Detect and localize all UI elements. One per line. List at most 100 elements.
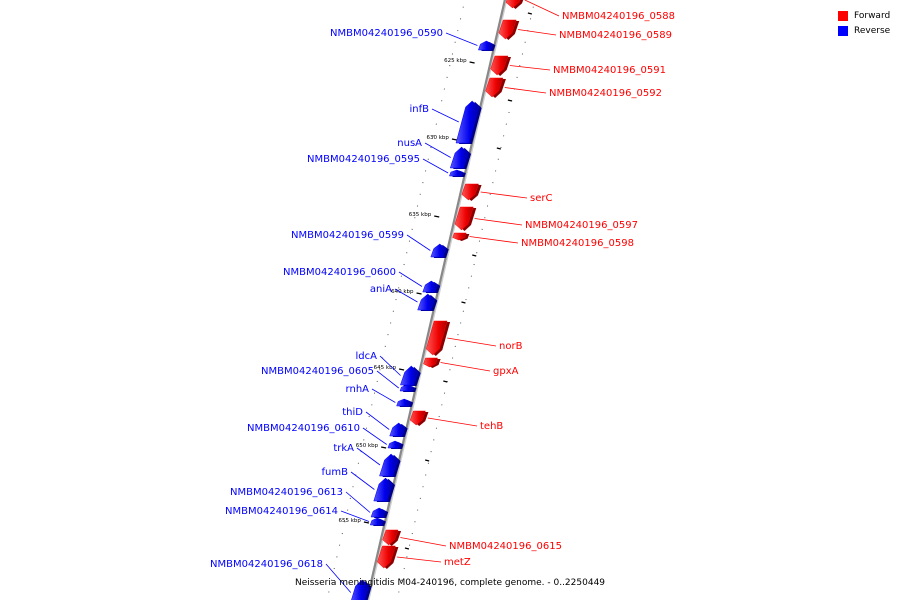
- gene-feature-gpxa[interactable]: [423, 357, 438, 368]
- gene-feature-rnha[interactable]: [396, 398, 411, 407]
- gene-leader-nmbm04240196-0618: [325, 563, 352, 593]
- gene-label-nmbm04240196-0600[interactable]: NMBM04240196_0600: [283, 267, 396, 278]
- gene-leader-thid: [365, 411, 390, 430]
- gene-leader-infb: [431, 108, 459, 123]
- gene-feature-nmbm04240196-0597[interactable]: [454, 206, 474, 231]
- gene-feature-ania[interactable]: [417, 293, 435, 311]
- gene-label-nmbm04240196-0597[interactable]: NMBM04240196_0597: [525, 220, 638, 231]
- gene-label-nmbm04240196-0614[interactable]: NMBM04240196_0614: [225, 506, 338, 517]
- minor-tick: [443, 380, 448, 383]
- legend-label-reverse: Reverse: [854, 25, 891, 36]
- gene-label-serc[interactable]: serC: [530, 193, 552, 204]
- gene-feature-nmbm04240196-0588[interactable]: [505, 0, 523, 9]
- gene-leader-nusa: [424, 142, 451, 158]
- gene-feature-nmbm04240196-0610[interactable]: [387, 440, 401, 449]
- gene-feature-nmbm04240196-0590[interactable]: [478, 40, 493, 51]
- gene-leader-trka: [356, 447, 381, 466]
- gene-leader-fumb: [350, 471, 375, 490]
- gene-leader-metz: [396, 556, 442, 563]
- gene-label-nmbm04240196-0618[interactable]: NMBM04240196_0618: [210, 559, 323, 570]
- gene-features: [350, 0, 524, 600]
- gene-label-thid[interactable]: thiD: [342, 407, 363, 418]
- minor-tick: [496, 147, 502, 150]
- gene-leader-serc: [480, 191, 528, 199]
- gene-label-norb[interactable]: norB: [499, 341, 523, 352]
- scale-tick: [434, 215, 440, 218]
- gene-feature-thid[interactable]: [389, 422, 405, 437]
- scale-tick-label: 655 kbp: [338, 518, 361, 524]
- scale-tick: [469, 61, 475, 64]
- gene-label-fumb[interactable]: fumB: [322, 467, 349, 478]
- minor-tick: [527, 12, 533, 15]
- gene-feature-serc[interactable]: [461, 183, 479, 201]
- dotted-guide-left: [326, 0, 466, 600]
- gene-feature-nmbm04240196-0598[interactable]: [452, 232, 467, 241]
- gene-label-nmbm04240196-0590[interactable]: NMBM04240196_0590: [330, 28, 443, 39]
- gene-leader-nmbm04240196-0595: [422, 158, 449, 174]
- strand-legend: Forward Reverse: [838, 8, 890, 38]
- backbone-shadow: [367, 0, 508, 600]
- gene-label-infb[interactable]: infB: [410, 104, 430, 115]
- gene-label-tehb[interactable]: tehB: [480, 421, 503, 432]
- gene-feature-nmbm04240196-0614[interactable]: [369, 517, 384, 526]
- scale-tick: [363, 521, 370, 524]
- gene-label-nmbm04240196-0615[interactable]: NMBM04240196_0615: [449, 541, 562, 552]
- gene-label-ldca[interactable]: ldcA: [356, 351, 378, 362]
- gene-label-nusa[interactable]: nusA: [397, 138, 422, 149]
- gene-label-nmbm04240196-0591[interactable]: NMBM04240196_0591: [553, 65, 666, 76]
- gene-feature-tehb[interactable]: [409, 410, 426, 426]
- minor-tick: [472, 254, 477, 257]
- gene-label-nmbm04240196-0610[interactable]: NMBM04240196_0610: [247, 423, 360, 434]
- gene-label-nmbm04240196-0599[interactable]: NMBM04240196_0599: [291, 230, 404, 241]
- gene-feature-nmbm04240196-0600[interactable]: [422, 280, 438, 293]
- gene-leader-nmbm04240196-0590: [445, 32, 478, 46]
- gene-feature-norb[interactable]: [426, 320, 448, 356]
- gene-label-nmbm04240196-0588[interactable]: NMBM04240196_0588: [562, 11, 675, 22]
- gene-label-rnha[interactable]: rnhA: [346, 384, 370, 395]
- gene-leader-norb: [447, 337, 497, 347]
- scale-tick-label: 640 kbp: [391, 289, 414, 295]
- gene-feature-trka[interactable]: [379, 453, 398, 477]
- scale-tick: [451, 138, 458, 141]
- legend-item-reverse: Reverse: [838, 23, 890, 38]
- gene-feature-nmbm04240196-0591[interactable]: [490, 55, 509, 76]
- gene-label-ania[interactable]: aniA: [370, 284, 392, 295]
- gene-leader-nmbm04240196-0592: [504, 87, 547, 94]
- gene-label-nmbm04240196-0595[interactable]: NMBM04240196_0595: [307, 154, 420, 165]
- gene-feature-nmbm04240196-0595[interactable]: [449, 169, 464, 177]
- gene-feature-nmbm04240196-0589[interactable]: [498, 19, 517, 40]
- gene-label-nmbm04240196-0605[interactable]: NMBM04240196_0605: [261, 366, 374, 377]
- gene-leader-ldca: [379, 355, 401, 376]
- gene-feature-nmbm04240196-0618[interactable]: [350, 579, 369, 600]
- gene-feature-fumb[interactable]: [373, 477, 393, 502]
- gene-label-gpxa[interactable]: gpxA: [493, 366, 519, 377]
- gene-leader-nmbm04240196-0597: [474, 218, 523, 226]
- gene-leader-gpxa: [440, 362, 491, 372]
- gene-feature-nmbm04240196-0592[interactable]: [485, 77, 504, 98]
- gene-leader-ania: [394, 288, 418, 303]
- scale-tick: [398, 368, 405, 371]
- gene-leader-nmbm04240196-0599: [406, 234, 431, 251]
- gene-leader-tehb: [427, 417, 478, 427]
- gene-feature-nmbm04240196-0613[interactable]: [370, 507, 386, 518]
- gene-label-nmbm04240196-0589[interactable]: NMBM04240196_0589: [559, 30, 672, 41]
- gene-label-nmbm04240196-0613[interactable]: NMBM04240196_0613: [230, 487, 343, 498]
- gene-feature-nusa[interactable]: [449, 146, 469, 169]
- gene-label-nmbm04240196-0598[interactable]: NMBM04240196_0598: [521, 238, 634, 249]
- gene-leader-nmbm04240196-0610: [362, 427, 387, 445]
- scale-tick-label: 635 kbp: [409, 212, 432, 218]
- gene-label-metz[interactable]: metZ: [444, 557, 471, 568]
- gene-feature-metz[interactable]: [377, 545, 396, 569]
- gene-leader-nmbm04240196-0614: [340, 510, 370, 522]
- gene-feature-infb[interactable]: [455, 100, 479, 144]
- gene-label-nmbm04240196-0592[interactable]: NMBM04240196_0592: [549, 88, 662, 99]
- dotted-guide-right: [396, 0, 536, 600]
- gene-label-trka[interactable]: trkA: [333, 443, 354, 454]
- minor-tick: [404, 547, 410, 550]
- gene-leader-nmbm04240196-0588: [524, 0, 560, 17]
- gene-feature-nmbm04240196-0615[interactable]: [382, 529, 399, 546]
- gene-feature-nmbm04240196-0599[interactable]: [430, 243, 447, 258]
- map-caption: Neisseria meningitidis M04-240196, compl…: [294, 578, 606, 588]
- gene-feature-nmbm04240196-0605[interactable]: [399, 384, 414, 392]
